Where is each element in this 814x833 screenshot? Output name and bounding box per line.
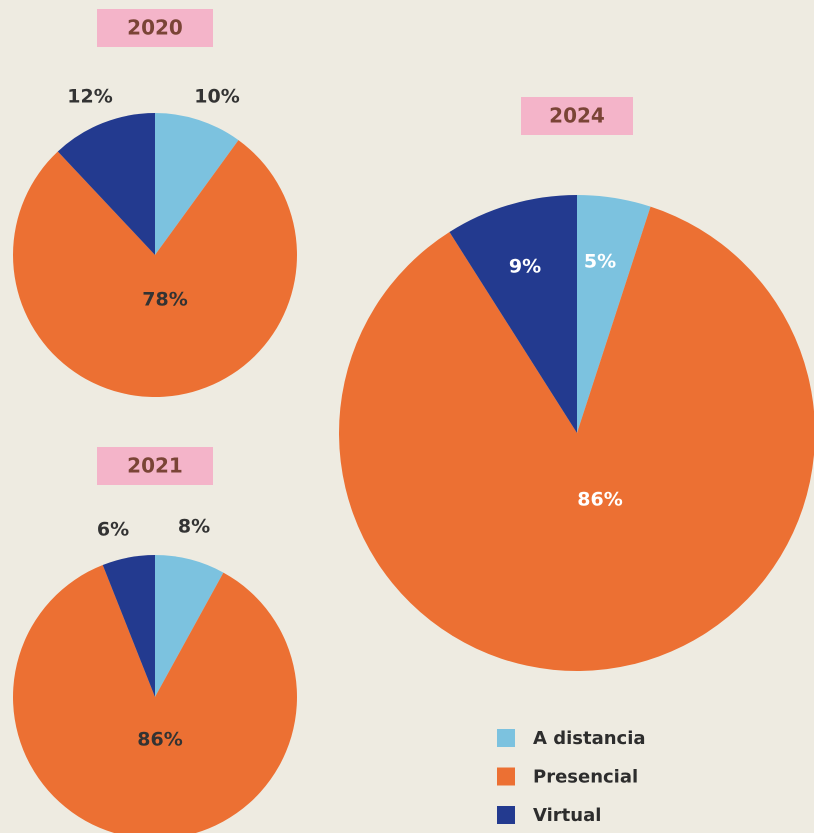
chart-title: 2021 <box>127 454 183 478</box>
data-label: 78% <box>142 289 187 311</box>
chart-title: 2020 <box>127 16 183 40</box>
title-box <box>97 447 213 485</box>
pie-slice <box>449 195 577 433</box>
data-label: 86% <box>577 489 622 511</box>
data-label: 10% <box>194 86 239 108</box>
data-label: 5% <box>584 251 616 273</box>
chart-title: 2024 <box>549 104 605 128</box>
title-box <box>521 97 633 135</box>
pie-slice <box>339 206 814 671</box>
pie-slice <box>155 113 239 255</box>
title-box <box>97 9 213 47</box>
legend-swatch <box>497 806 515 824</box>
data-label: 6% <box>97 519 129 541</box>
pie-slice <box>577 195 651 433</box>
data-label: 8% <box>178 516 210 538</box>
legend-label: A distancia <box>533 728 646 749</box>
pie-slice <box>57 113 155 255</box>
pie-slice <box>155 555 224 697</box>
legend-swatch <box>497 729 515 747</box>
legend-swatch <box>497 767 515 786</box>
pie-slice <box>102 555 155 697</box>
legend-label: Presencial <box>533 767 638 788</box>
data-label: 12% <box>67 86 112 108</box>
data-label: 9% <box>509 256 541 278</box>
pie-slice <box>12 140 297 398</box>
legend-label: Virtual <box>533 805 601 826</box>
data-label: 86% <box>137 729 182 751</box>
pie-slice <box>13 564 297 833</box>
